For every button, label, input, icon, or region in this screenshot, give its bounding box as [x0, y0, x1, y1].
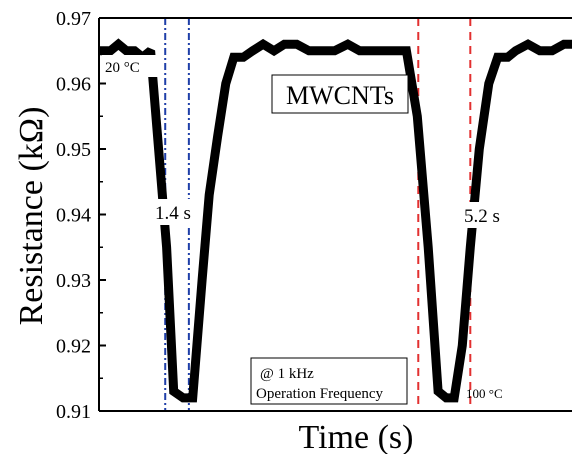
- response-time-2: 5.2 s: [464, 206, 500, 227]
- y-tick-label-5: 0.95: [56, 139, 91, 161]
- series-line-1: [99, 38, 572, 403]
- end-temp-label: 100 °C: [466, 386, 503, 401]
- y-tick-label-4: 0.94: [56, 205, 91, 227]
- y-tick-label-3: 0.93: [56, 270, 91, 292]
- y-tick-label-6: 0.96: [56, 74, 91, 96]
- frequency-line2: Operation Frequency: [256, 386, 384, 402]
- y-tick-label-1: 0.91: [56, 401, 91, 423]
- frequency-box: [250, 357, 408, 405]
- y-tick-label-2: 0.92: [56, 336, 91, 358]
- response-time-1-bg: [150, 199, 196, 225]
- start-temp-label: 20 °C: [105, 60, 140, 76]
- series-layer: [99, 38, 572, 403]
- material-label: MWCNTs: [286, 81, 394, 110]
- x-axis-label: Time (s): [299, 419, 414, 454]
- start-temp-bg: [102, 55, 158, 77]
- y-tick-label-7: 0.97: [56, 8, 91, 30]
- response-time-2-bg: [457, 202, 507, 228]
- response-time-1: 1.4 s: [155, 203, 191, 224]
- y-axis-label: Resistance (kΩ): [13, 107, 50, 326]
- frequency-line1: @ 1 kHz: [260, 366, 314, 382]
- material-label-box: [271, 74, 409, 114]
- axes: 0.91 0.92 0.93 0.94 0.95 0.96 0.97: [56, 8, 572, 423]
